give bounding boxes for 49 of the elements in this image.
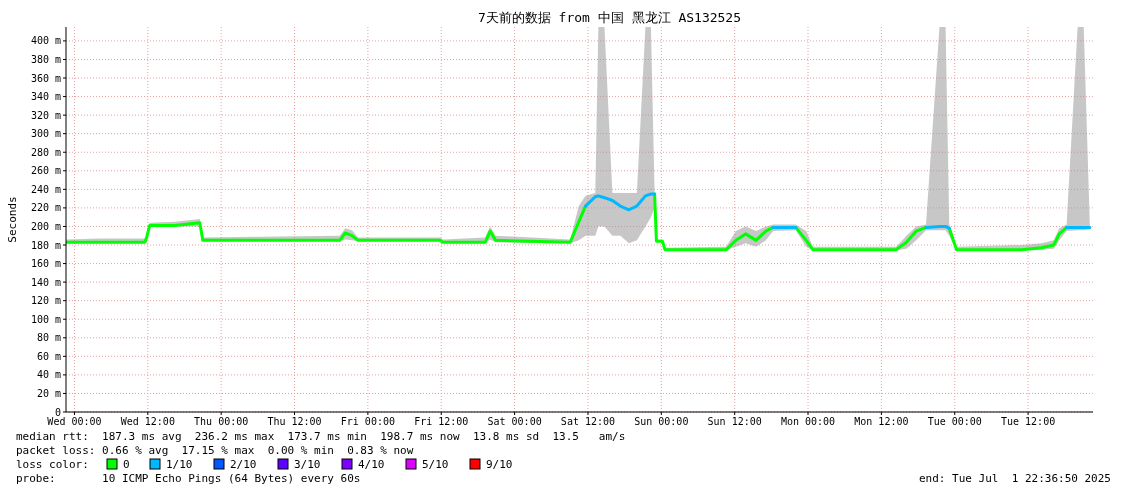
x-tick-label: Sun 00:00	[634, 416, 689, 427]
y-tick-label: 80 m	[36, 332, 61, 344]
y-tick-label: 320 m	[30, 109, 61, 121]
legend-title: loss color:	[16, 458, 89, 471]
y-tick-label: 180 m	[30, 239, 61, 251]
y-tick-label: 200 m	[30, 220, 61, 232]
x-tick-label: Wed 00:00	[47, 416, 102, 427]
x-tick-label: Sun 12:00	[707, 416, 762, 427]
y-tick-label: 380 m	[30, 53, 61, 65]
y-tick-label: 400 m	[30, 35, 61, 47]
y-tick-label: 60 m	[36, 350, 61, 362]
legend-label: 5/10	[422, 458, 449, 471]
y-tick-label: 240 m	[30, 183, 61, 195]
text: end: Tue Jul 1 22:36:50 2025	[918, 472, 1111, 485]
legend-label: 1/10	[166, 458, 193, 471]
y-tick-label: 0	[54, 406, 61, 418]
x-tick-label: Tue 00:00	[927, 416, 982, 427]
y-tick-label: 120 m	[30, 295, 61, 307]
text: packet loss: 0.66 % avg 17.15 % max 0.00 % min 0.83 % now	[16, 444, 414, 457]
x-tick-label: Sat 12:00	[560, 416, 616, 427]
legend-label: 9/10	[486, 458, 513, 471]
y-tick-label: 280 m	[30, 146, 61, 158]
x-tick-label: Wed 12:00	[120, 416, 175, 427]
y-tick-label: 20 m	[36, 387, 61, 399]
legend-label: 4/10	[358, 458, 385, 471]
x-tick-label: Fri 00:00	[340, 416, 395, 427]
x-tick-label: Thu 00:00	[194, 416, 249, 427]
y-tick-label: 100 m	[30, 313, 61, 325]
y-tick-label: 260 m	[30, 165, 61, 177]
y-tick-label: 360 m	[30, 72, 61, 84]
y-tick-label: 220 m	[30, 202, 61, 214]
legend-label: 3/10	[294, 458, 321, 471]
x-tick-label: Sat 00:00	[487, 416, 542, 427]
y-tick-label: 300 m	[30, 128, 61, 140]
legend-label: 0	[123, 458, 130, 471]
y-tick-label: 140 m	[30, 276, 61, 288]
y-axis-title: Seconds	[6, 196, 19, 243]
x-tick-label: Tue 12:00	[1001, 416, 1056, 427]
y-tick-label: 40 m	[36, 369, 61, 381]
chart-title: 7天前的数据 from 中国 黑龙江 AS132525	[477, 10, 742, 25]
y-tick-label: 160 m	[30, 258, 61, 270]
x-tick-label: Fri 12:00	[414, 416, 469, 427]
y-tick-label: 340 m	[30, 91, 61, 103]
text: median rtt: 187.3 ms avg 236.2 ms max 173.7 ms min 198.7 ms now 13.8 ms sd 13.5 am/s	[16, 430, 626, 443]
text: probe: 10 ICMP Echo Pings (64 Bytes) every 60s	[16, 472, 361, 485]
x-tick-label: Thu 12:00	[267, 416, 322, 427]
x-tick-label: Mon 00:00	[780, 416, 836, 427]
x-tick-label: Mon 12:00	[854, 416, 909, 427]
legend-label: 2/10	[230, 458, 257, 471]
